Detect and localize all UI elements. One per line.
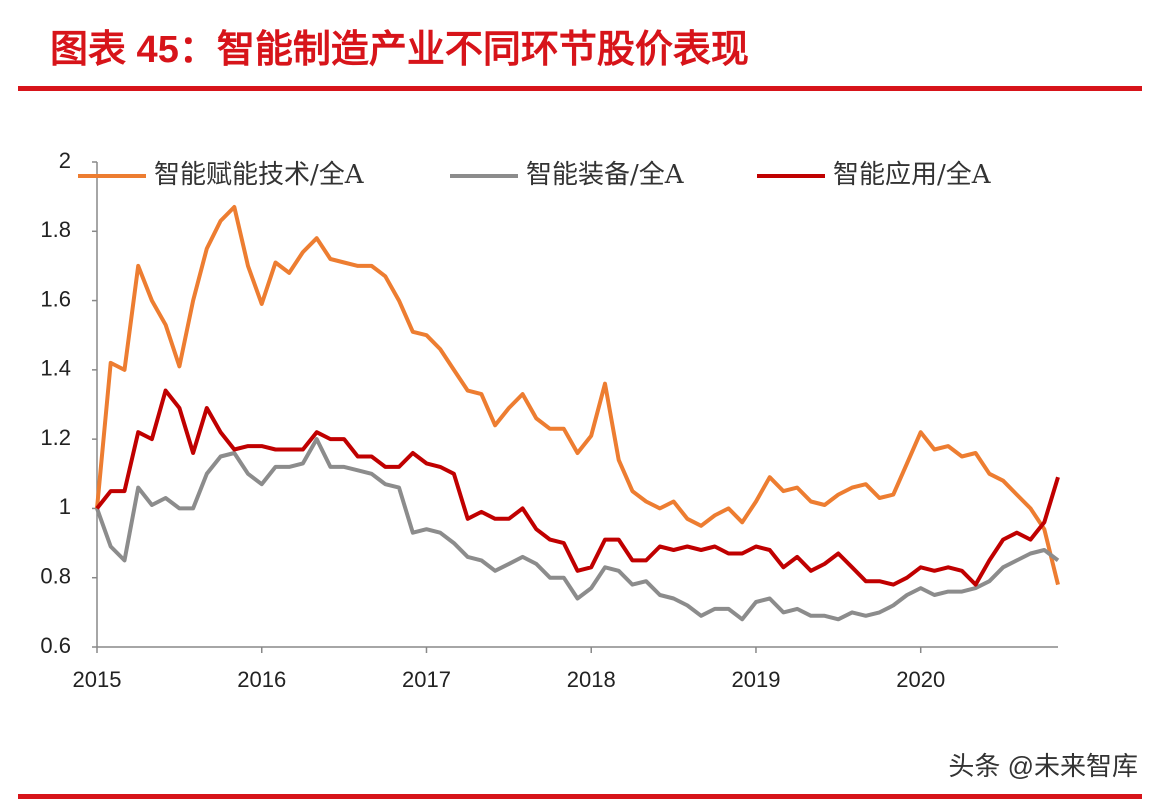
x-tick-label: 2018 bbox=[567, 667, 616, 692]
header-rule bbox=[18, 86, 1142, 91]
legend-label: 智能赋能技术/全A bbox=[154, 160, 365, 190]
x-tick-label: 2019 bbox=[731, 667, 780, 692]
x-tick-label: 2015 bbox=[73, 667, 122, 692]
y-tick-label: 0.8 bbox=[40, 564, 71, 589]
y-tick-label: 1.6 bbox=[40, 286, 71, 311]
y-tick-label: 1.4 bbox=[40, 356, 71, 381]
chart-title: 图表 45：智能制造产业不同环节股价表现 bbox=[50, 29, 749, 71]
y-tick-label: 1 bbox=[59, 494, 71, 519]
legend-label: 智能应用/全A bbox=[833, 160, 992, 190]
y-tick-label: 1.2 bbox=[40, 425, 71, 450]
x-tick-label: 2016 bbox=[237, 667, 286, 692]
series-line bbox=[95, 205, 1060, 586]
series-line bbox=[95, 437, 1060, 622]
footer-rule bbox=[18, 794, 1142, 799]
x-tick-label: 2017 bbox=[402, 667, 451, 692]
watermark: 头条 @未来智库 bbox=[948, 751, 1138, 781]
y-tick-label: 1.8 bbox=[40, 217, 71, 242]
x-tick-label: 2020 bbox=[896, 667, 945, 692]
y-tick-label: 2 bbox=[59, 148, 71, 173]
legend-label: 智能装备/全A bbox=[526, 160, 685, 190]
series-line bbox=[95, 388, 1060, 587]
y-tick-label: 0.6 bbox=[40, 633, 71, 658]
